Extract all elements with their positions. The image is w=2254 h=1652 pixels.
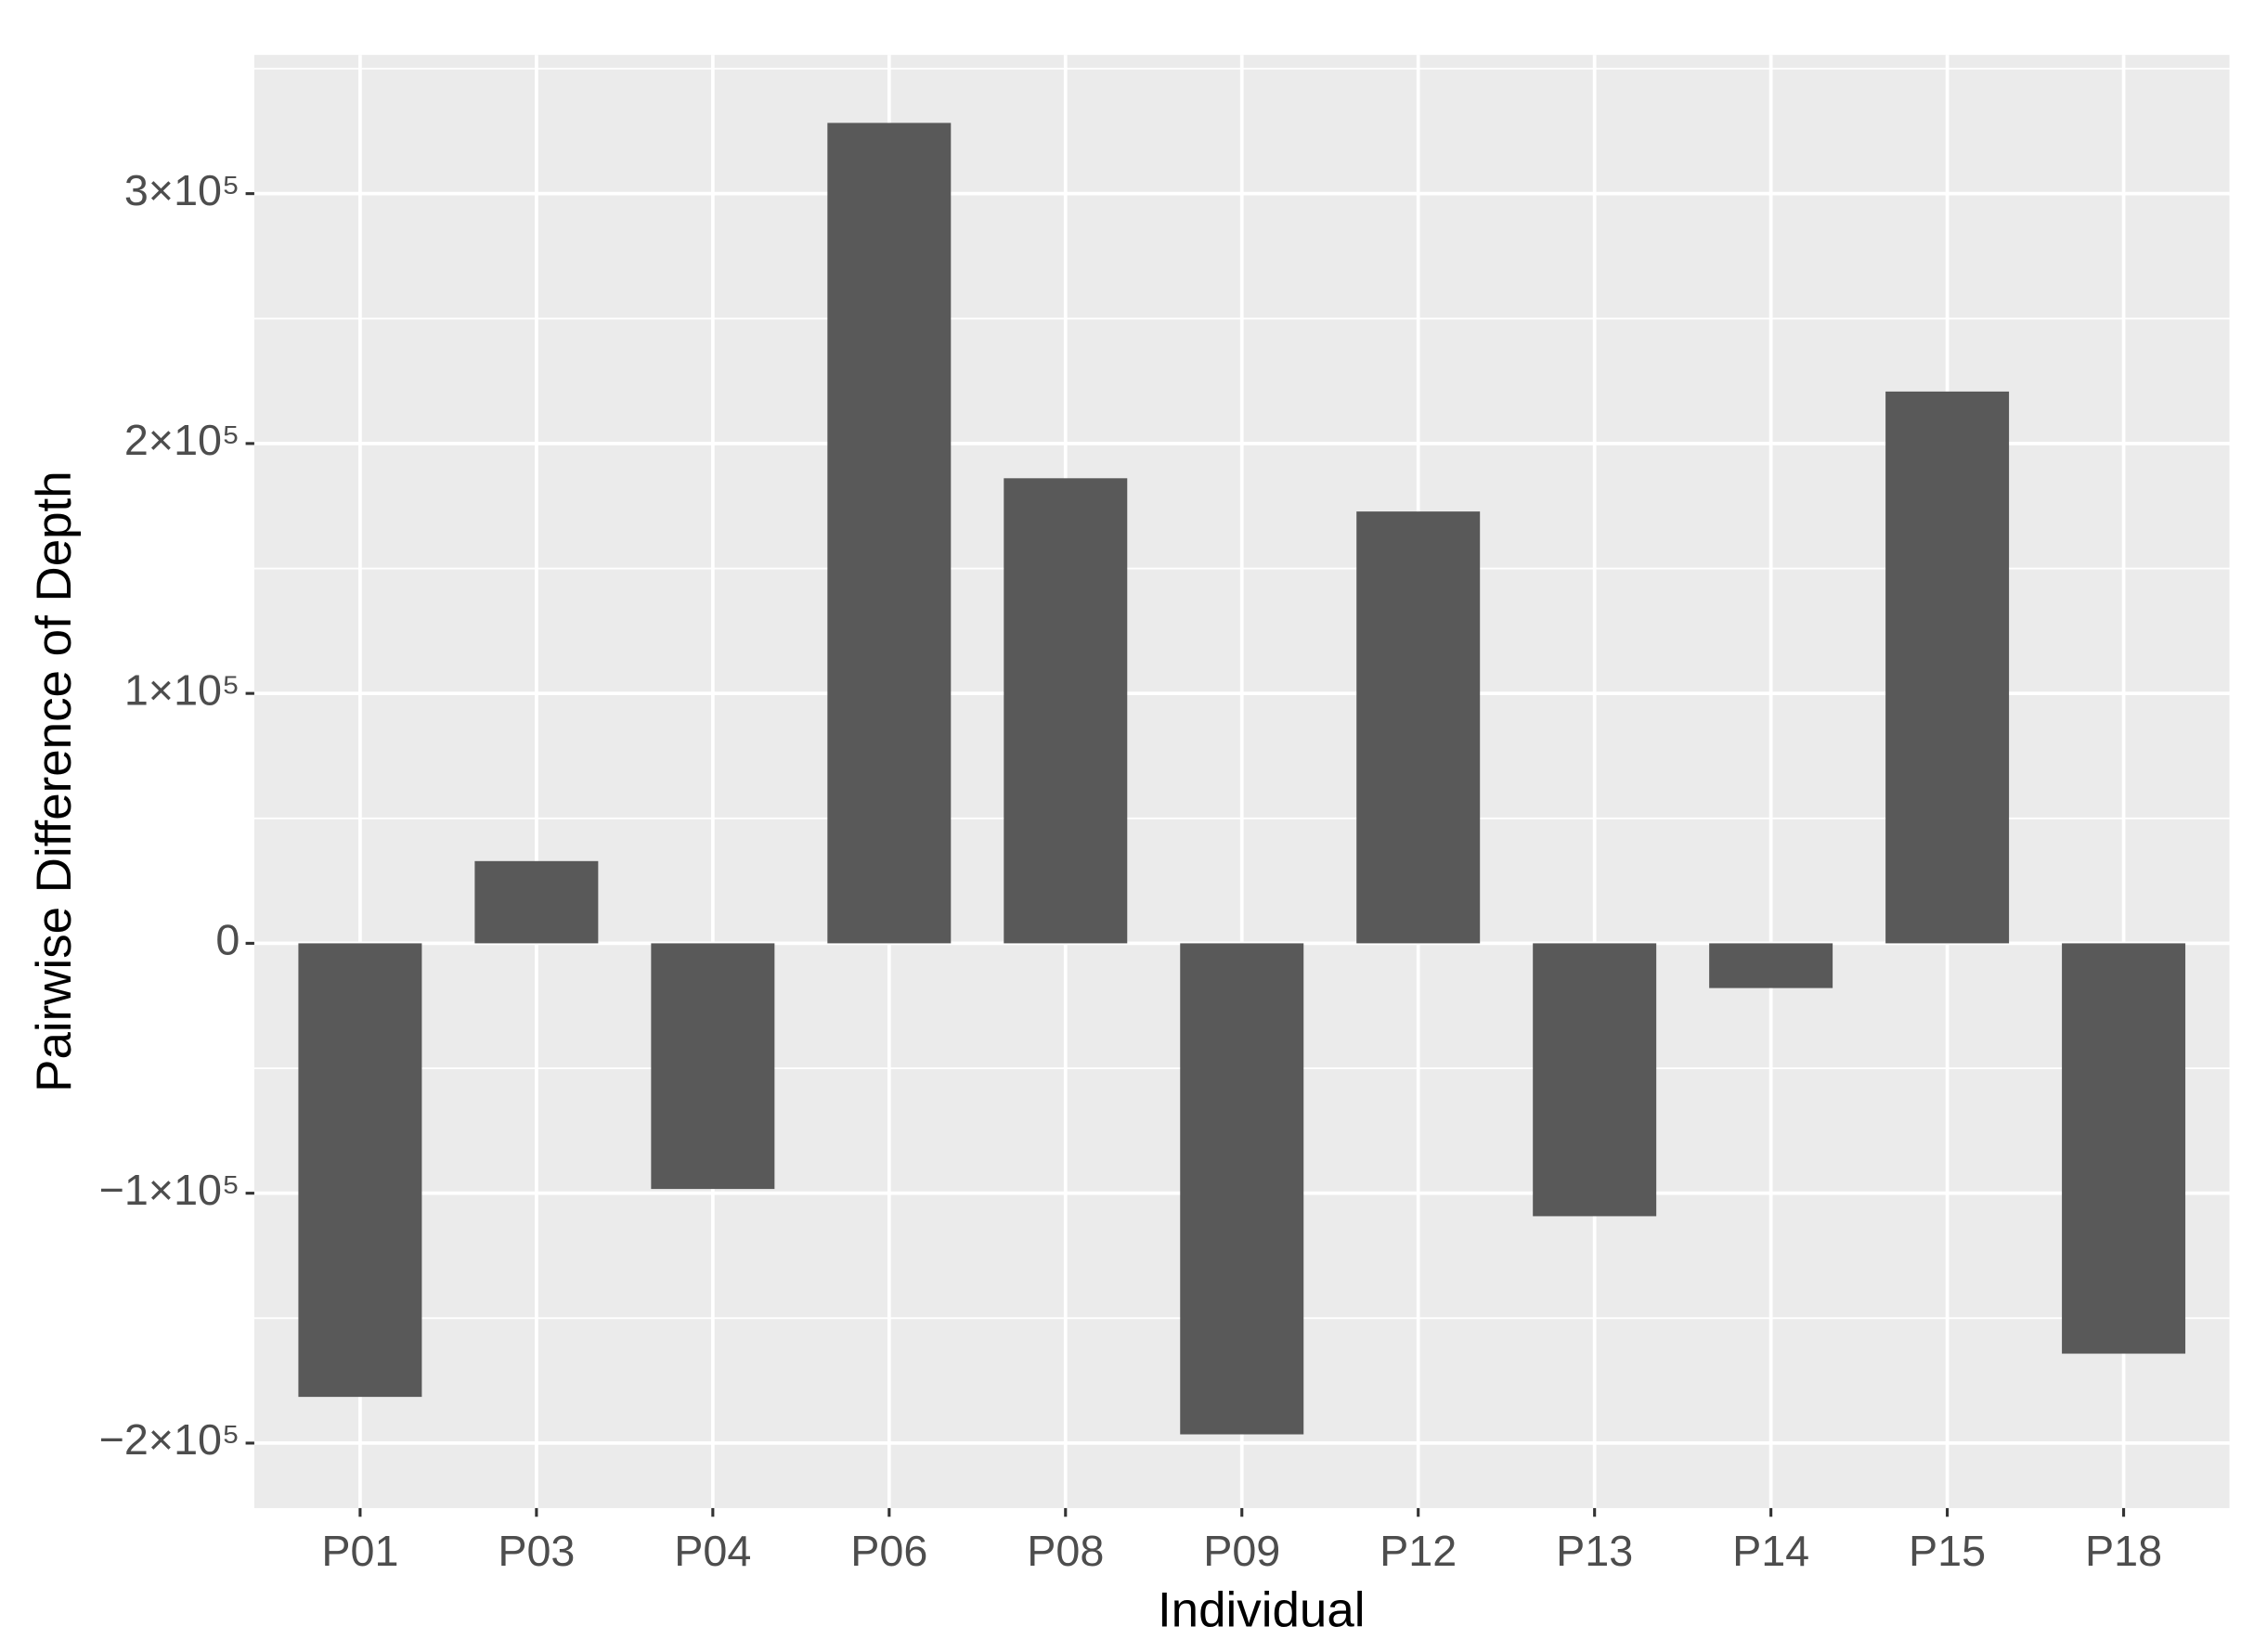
x-tick-label: P14 bbox=[1732, 1527, 1809, 1575]
bar bbox=[651, 943, 775, 1190]
bar bbox=[1180, 943, 1304, 1435]
y-tick-label: −1×10⁵ bbox=[99, 1166, 240, 1214]
bar bbox=[1885, 391, 2010, 944]
y-tick-label: 1×10⁵ bbox=[124, 665, 240, 714]
x-tick-label: P18 bbox=[2085, 1527, 2162, 1575]
bar bbox=[1356, 511, 1481, 944]
x-tick-label: P03 bbox=[498, 1527, 575, 1575]
bar bbox=[2062, 943, 2186, 1354]
y-tick-label: 3×10⁵ bbox=[124, 166, 240, 214]
bar bbox=[1533, 943, 1657, 1217]
bar bbox=[298, 943, 422, 1398]
bar bbox=[1709, 943, 1833, 988]
x-tick-label: P04 bbox=[674, 1527, 751, 1575]
y-tick-label: −2×10⁵ bbox=[99, 1415, 240, 1464]
x-tick-label: P06 bbox=[850, 1527, 927, 1575]
y-tick-label: 2×10⁵ bbox=[124, 416, 240, 464]
bar bbox=[1004, 478, 1128, 944]
bar bbox=[474, 860, 599, 944]
bar bbox=[827, 123, 952, 944]
x-tick-label: P09 bbox=[1203, 1527, 1280, 1575]
x-tick-label: P01 bbox=[321, 1527, 398, 1575]
x-axis-title: Individual bbox=[1158, 1583, 1366, 1638]
x-tick-label: P12 bbox=[1380, 1527, 1457, 1575]
x-tick-label: P15 bbox=[1909, 1527, 1986, 1575]
y-axis-title: Pairwise Difference of Depth bbox=[27, 471, 82, 1092]
y-tick-label: 0 bbox=[215, 916, 240, 964]
x-tick-label: P13 bbox=[1556, 1527, 1633, 1575]
x-tick-label: P08 bbox=[1027, 1527, 1104, 1575]
